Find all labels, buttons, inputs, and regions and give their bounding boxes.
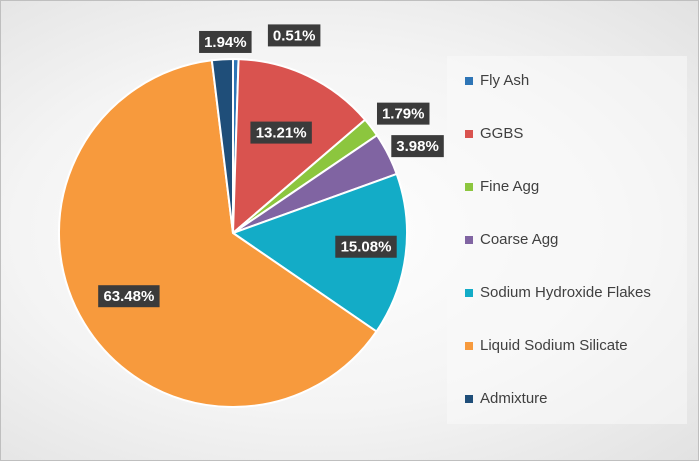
data-label-liquid-sodium-silicate: 63.48% [98,285,160,308]
data-label-text: 13.21% [256,125,307,142]
pie-slice-admixture [210,57,234,234]
data-label-box [250,121,312,144]
data-label-fine-agg: 1.79% [376,102,430,125]
legend-swatch [465,76,473,85]
pie-slice-ggbs [231,58,367,236]
legend-label: Admixture [480,390,548,407]
legend-label: Sodium Hydroxide Flakes [480,284,651,301]
data-label-text: 1.79% [382,106,425,123]
legend-item-admixture: Admixture [465,390,548,407]
legend-label: Fly Ash [480,72,530,89]
data-label-text: 63.48% [103,288,154,305]
legend: Fly Ash GGBS Fine Agg Coarse Agg Sodium … [447,56,687,424]
legend-label: GGBS [480,125,524,142]
data-label-box [199,30,252,53]
data-label-box [98,285,160,308]
legend-label: Liquid Sodium Silicate [480,337,628,354]
legend-item-liquid-sodium-silicate: Liquid Sodium Silicate [465,337,628,354]
legend-label: Coarse Agg [480,231,559,248]
data-label-ggbs: 13.21% [250,121,312,144]
legend-swatch [465,288,473,297]
legend-swatch [465,129,473,138]
legend-item-coarse-agg: Coarse Agg [465,231,558,248]
legend-item-ggbs: GGBS [465,125,523,142]
legend-label: Fine Agg [480,178,540,195]
legend-swatch [465,182,473,191]
data-label-sodium-hydroxide-flakes: 15.08% [335,235,397,258]
legend-swatch [465,394,473,403]
data-label-text: 3.98% [396,138,439,155]
data-label-text: 15.08% [341,239,392,256]
data-label-coarse-agg: 3.98% [391,135,444,158]
data-label-fly-ash: 0.51% [267,24,321,47]
legend-item-fly-ash: Fly Ash [465,72,529,89]
data-label-text: 0.51% [273,27,316,44]
legend-item-fine-agg: Fine Agg [465,178,539,195]
data-label-text: 1.94% [204,34,247,51]
data-label-box [335,235,397,258]
data-label-box [391,135,444,158]
legend-swatch [465,341,473,350]
data-label-box [376,102,430,125]
pie-slice-liquid-sodium-silicate [58,59,378,408]
legend-item-sodium-hydroxide-flakes: Sodium Hydroxide Flakes [465,284,651,301]
legend-swatch [465,235,473,244]
data-label-box [267,24,321,47]
data-label-admixture: 1.94% [199,30,252,53]
pie-slice-sodium-hydroxide-flakes [230,172,408,333]
